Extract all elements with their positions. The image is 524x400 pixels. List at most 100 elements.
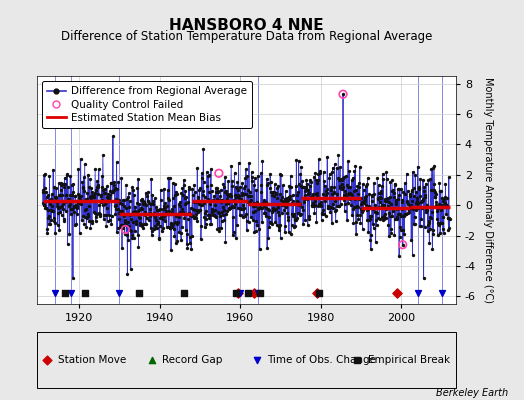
Point — [422, 180, 430, 187]
Point — [42, 193, 51, 200]
Point — [130, 192, 138, 198]
Point — [46, 201, 54, 208]
Point — [91, 190, 100, 196]
Point — [111, 210, 119, 217]
Point — [303, 187, 311, 193]
Point — [247, 192, 256, 199]
Point — [366, 212, 374, 219]
Point — [242, 210, 250, 217]
Point — [340, 197, 348, 204]
Point — [145, 206, 154, 212]
Point — [194, 194, 202, 200]
Point — [283, 197, 292, 204]
Point — [411, 214, 419, 220]
Point — [410, 193, 419, 200]
Point — [354, 190, 362, 197]
Point — [333, 203, 341, 210]
Point — [129, 209, 137, 215]
Point — [329, 164, 337, 171]
Point — [65, 196, 73, 202]
Point — [220, 207, 228, 214]
Point — [400, 231, 408, 238]
Point — [99, 202, 107, 208]
Point — [39, 172, 48, 178]
Point — [260, 210, 269, 216]
Point — [47, 196, 56, 202]
Point — [417, 223, 425, 229]
Point — [383, 176, 391, 182]
Point — [336, 200, 345, 207]
Point — [59, 206, 67, 212]
Point — [306, 183, 314, 190]
Point — [433, 216, 441, 222]
Point — [179, 210, 188, 216]
Point — [370, 209, 379, 215]
Point — [101, 199, 110, 205]
Point — [155, 235, 163, 241]
Point — [386, 194, 394, 201]
Point — [286, 196, 294, 202]
Point — [432, 202, 441, 208]
Point — [270, 188, 278, 195]
Point — [266, 219, 274, 226]
Point — [214, 208, 222, 215]
Point — [437, 207, 445, 214]
Point — [362, 202, 370, 208]
Point — [138, 196, 146, 202]
Point — [122, 182, 130, 188]
Point — [350, 204, 358, 210]
Point — [377, 214, 386, 220]
Point — [107, 220, 115, 227]
Point — [224, 193, 233, 200]
Point — [120, 197, 128, 203]
Point — [335, 202, 343, 209]
Point — [357, 195, 365, 202]
Point — [432, 191, 440, 197]
Point — [164, 195, 172, 202]
Point — [327, 184, 335, 190]
Point — [129, 187, 138, 194]
Point — [413, 198, 421, 204]
Point — [128, 184, 136, 190]
Point — [375, 204, 384, 210]
Point — [221, 173, 230, 180]
Point — [119, 224, 127, 231]
Point — [147, 176, 156, 182]
Point — [311, 202, 319, 208]
Point — [320, 178, 329, 184]
Point — [399, 242, 407, 248]
Point — [341, 201, 350, 207]
Point — [125, 204, 134, 210]
Point — [332, 218, 340, 224]
Point — [251, 203, 259, 210]
Point — [54, 192, 63, 198]
Point — [313, 193, 322, 200]
Point — [314, 171, 323, 177]
Point — [76, 198, 84, 204]
Point — [79, 185, 87, 191]
Point — [149, 211, 158, 218]
Point — [438, 194, 446, 201]
Point — [333, 191, 342, 197]
Point — [140, 201, 149, 207]
Point — [398, 242, 407, 248]
Point — [133, 185, 141, 191]
Point — [74, 166, 82, 172]
Point — [345, 196, 354, 202]
Point — [434, 205, 442, 212]
Point — [179, 192, 187, 198]
Point — [293, 215, 301, 221]
Point — [158, 212, 167, 218]
Point — [168, 206, 177, 212]
Point — [77, 201, 85, 207]
Point — [409, 206, 418, 212]
Point — [354, 204, 362, 210]
Point — [339, 175, 347, 181]
Point — [393, 216, 401, 223]
Point — [328, 168, 336, 175]
Point — [298, 204, 306, 210]
Point — [88, 220, 96, 226]
Point — [256, 246, 264, 252]
Point — [352, 219, 360, 225]
Point — [227, 163, 235, 169]
